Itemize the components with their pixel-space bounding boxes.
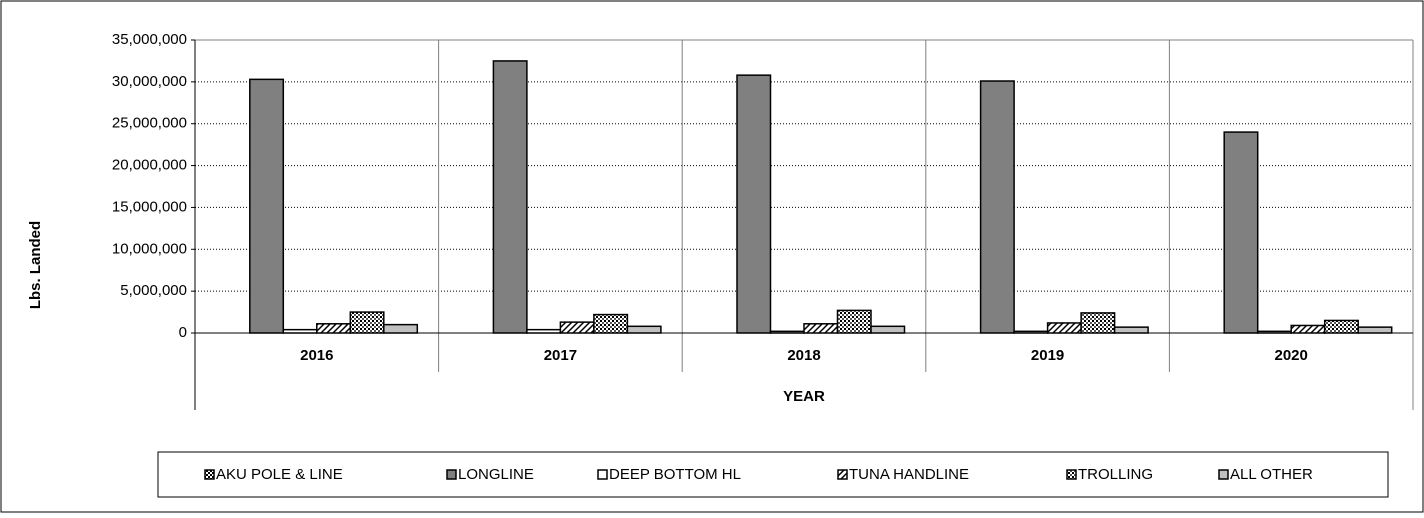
bar — [282, 328, 318, 334]
legend-swatch — [446, 469, 457, 480]
y-tick-label: 10,000,000 — [112, 240, 187, 257]
bar — [836, 309, 872, 334]
legend-swatch — [1066, 469, 1077, 480]
bar — [1113, 326, 1149, 334]
bar — [349, 311, 385, 334]
legend-label: DEEP BOTTOM HL — [609, 466, 741, 483]
legend-swatch — [837, 469, 848, 480]
y-tick-label: 25,000,000 — [112, 115, 187, 132]
bar — [526, 328, 562, 334]
legend-label: AKU POLE & LINE — [216, 466, 343, 483]
bar — [593, 313, 629, 334]
legend-label: TUNA HANDLINE — [849, 466, 969, 483]
bar — [1046, 322, 1082, 334]
bar — [1323, 319, 1359, 334]
legend-label: LONGLINE — [458, 466, 534, 483]
legend-label: TROLLING — [1078, 466, 1153, 483]
bar — [803, 323, 839, 334]
bar — [736, 74, 772, 334]
bar — [492, 60, 528, 334]
bar — [316, 323, 352, 334]
bar — [1357, 326, 1393, 334]
y-tick-label: 30,000,000 — [112, 73, 187, 90]
bar — [249, 78, 285, 334]
y-tick-label: 35,000,000 — [112, 31, 187, 48]
x-axis-title: YEAR — [783, 388, 825, 405]
legend-box — [157, 451, 1389, 498]
bar — [1080, 312, 1116, 334]
bar — [383, 323, 419, 334]
bar — [870, 325, 906, 334]
y-axis-title: Lbs. Landed — [27, 221, 44, 309]
legend-swatch — [597, 469, 608, 480]
legend-swatch — [1218, 469, 1229, 480]
x-tick-label: 2018 — [787, 347, 820, 364]
x-tick-label: 2019 — [1031, 347, 1064, 364]
x-tick-label: 2017 — [544, 347, 577, 364]
legend-label: ALL OTHER — [1230, 466, 1313, 483]
bar — [1290, 324, 1326, 334]
x-tick-label: 2020 — [1275, 347, 1308, 364]
y-tick-label: 5,000,000 — [120, 282, 187, 299]
y-tick-label: 0 — [179, 324, 187, 341]
legend-swatch — [204, 469, 215, 480]
bar — [979, 80, 1015, 334]
y-tick-label: 15,000,000 — [112, 198, 187, 215]
y-tick-label: 20,000,000 — [112, 157, 187, 174]
bar — [559, 321, 595, 334]
bar — [626, 325, 662, 334]
x-tick-label: 2016 — [300, 347, 333, 364]
bar — [1223, 131, 1259, 334]
